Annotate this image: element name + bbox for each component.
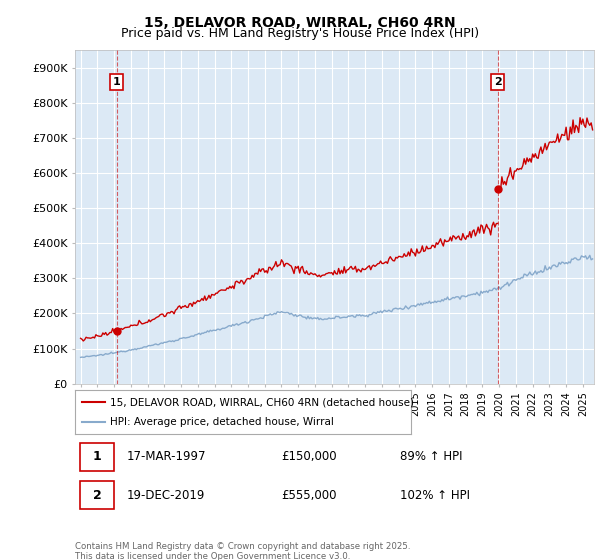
Text: 89% ↑ HPI: 89% ↑ HPI	[400, 450, 463, 464]
FancyBboxPatch shape	[80, 444, 114, 470]
Text: 102% ↑ HPI: 102% ↑ HPI	[400, 488, 470, 502]
Text: 15, DELAVOR ROAD, WIRRAL, CH60 4RN: 15, DELAVOR ROAD, WIRRAL, CH60 4RN	[144, 16, 456, 30]
Text: 2: 2	[494, 77, 502, 87]
Text: 19-DEC-2019: 19-DEC-2019	[127, 488, 205, 502]
Text: £555,000: £555,000	[281, 488, 337, 502]
FancyBboxPatch shape	[80, 482, 114, 508]
Text: 17-MAR-1997: 17-MAR-1997	[127, 450, 206, 464]
Text: 15, DELAVOR ROAD, WIRRAL, CH60 4RN (detached house): 15, DELAVOR ROAD, WIRRAL, CH60 4RN (deta…	[110, 397, 414, 407]
Text: 2: 2	[93, 488, 101, 502]
Text: 1: 1	[93, 450, 101, 464]
Text: Contains HM Land Registry data © Crown copyright and database right 2025.
This d: Contains HM Land Registry data © Crown c…	[75, 542, 410, 560]
Text: 1: 1	[113, 77, 121, 87]
Text: £150,000: £150,000	[281, 450, 337, 464]
Text: Price paid vs. HM Land Registry's House Price Index (HPI): Price paid vs. HM Land Registry's House …	[121, 27, 479, 40]
Text: HPI: Average price, detached house, Wirral: HPI: Average price, detached house, Wirr…	[110, 417, 334, 427]
